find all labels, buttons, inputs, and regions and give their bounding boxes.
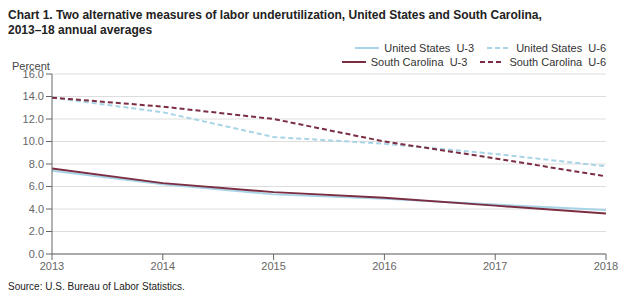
svg-text:10.0: 10.0 xyxy=(23,135,44,147)
svg-text:6.0: 6.0 xyxy=(29,180,44,192)
svg-text:2018: 2018 xyxy=(594,260,618,272)
svg-text:12.0: 12.0 xyxy=(23,113,44,125)
svg-text:2014: 2014 xyxy=(151,260,175,272)
svg-text:4.0: 4.0 xyxy=(29,203,44,215)
svg-text:8.0: 8.0 xyxy=(29,158,44,170)
svg-text:0.0: 0.0 xyxy=(29,248,44,260)
svg-text:2016: 2016 xyxy=(372,260,396,272)
svg-text:2.0: 2.0 xyxy=(29,225,44,237)
svg-text:14.0: 14.0 xyxy=(23,90,44,102)
svg-text:2013: 2013 xyxy=(40,260,64,272)
svg-text:16.0: 16.0 xyxy=(23,68,44,80)
svg-text:2017: 2017 xyxy=(483,260,507,272)
svg-text:2015: 2015 xyxy=(261,260,285,272)
